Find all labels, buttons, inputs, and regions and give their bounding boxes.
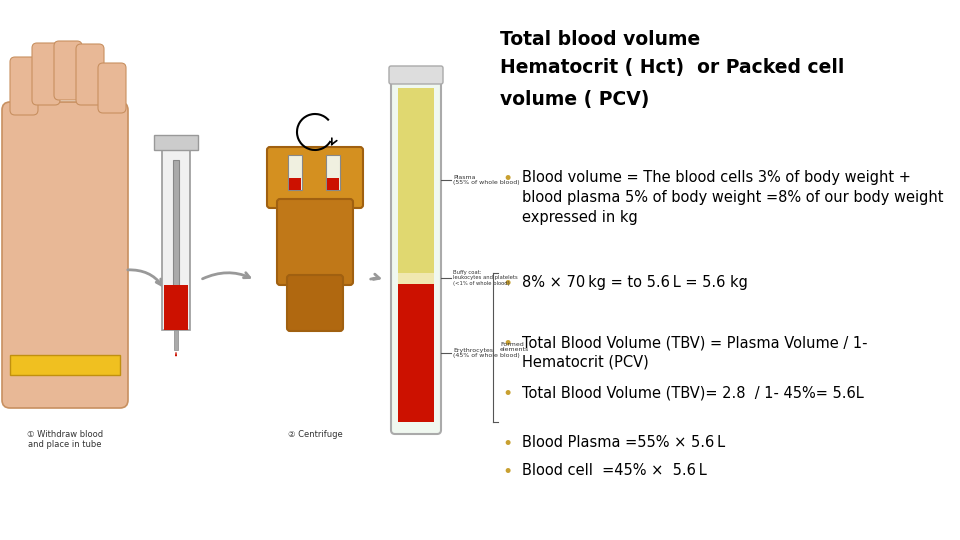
FancyBboxPatch shape (267, 147, 363, 208)
Text: Buffy coat:
leukocytes and platelets
(<1% of whole blood): Buffy coat: leukocytes and platelets (<1… (453, 269, 517, 286)
Text: Formed
elements: Formed elements (500, 342, 529, 353)
FancyBboxPatch shape (287, 275, 343, 331)
Text: •: • (502, 335, 513, 353)
Text: Blood Plasma =55% × 5.6 L: Blood Plasma =55% × 5.6 L (522, 435, 725, 450)
Bar (164, 285, 188, 330)
Bar (288, 155, 302, 190)
Text: Erythrocytes
(45% of whole blood): Erythrocytes (45% of whole blood) (453, 348, 519, 359)
Bar (326, 155, 340, 190)
Text: volume ( PCV): volume ( PCV) (500, 90, 649, 109)
Text: •: • (502, 275, 513, 293)
Text: •: • (502, 463, 513, 481)
Bar (173, 160, 179, 320)
Bar (289, 178, 301, 190)
Bar (10, 355, 120, 375)
Text: Hematocrit ( Hct)  or Packed cell: Hematocrit ( Hct) or Packed cell (500, 58, 845, 77)
Text: Total blood volume: Total blood volume (500, 30, 700, 49)
Text: •: • (502, 385, 513, 403)
Text: ① Withdraw blood
and place in tube: ① Withdraw blood and place in tube (27, 430, 103, 449)
Bar (398, 284, 434, 422)
Bar (327, 178, 339, 190)
FancyBboxPatch shape (98, 63, 126, 113)
Text: Plasma
(55% of whole blood): Plasma (55% of whole blood) (453, 174, 519, 185)
Text: Blood cell  =45% ×  5.6 L: Blood cell =45% × 5.6 L (522, 463, 707, 478)
Bar (174, 330, 178, 350)
Bar (154, 135, 198, 150)
Bar (398, 273, 434, 284)
Bar (398, 88, 434, 273)
FancyBboxPatch shape (10, 57, 38, 115)
FancyBboxPatch shape (277, 199, 353, 285)
Text: •: • (502, 435, 513, 453)
Text: Total Blood Volume (TBV)= 2.8  / 1- 45%= 5.6L: Total Blood Volume (TBV)= 2.8 / 1- 45%= … (522, 385, 864, 400)
FancyBboxPatch shape (54, 41, 82, 100)
Bar (162, 150, 190, 330)
Text: •: • (502, 170, 513, 188)
FancyBboxPatch shape (2, 102, 128, 408)
FancyBboxPatch shape (32, 43, 60, 105)
Text: Blood volume = The blood cells 3% of body weight +
blood plasma 5% of body weigh: Blood volume = The blood cells 3% of bod… (522, 170, 944, 225)
Text: ② Centrifuge: ② Centrifuge (288, 430, 343, 439)
FancyBboxPatch shape (389, 66, 443, 84)
FancyBboxPatch shape (391, 76, 441, 434)
Text: Total Blood Volume (TBV) = Plasma Volume / 1-
Hematocrit (PCV): Total Blood Volume (TBV) = Plasma Volume… (522, 335, 868, 370)
FancyBboxPatch shape (76, 44, 104, 105)
Text: 8% × 70 kg = to 5.6 L = 5.6 kg: 8% × 70 kg = to 5.6 L = 5.6 kg (522, 275, 748, 290)
